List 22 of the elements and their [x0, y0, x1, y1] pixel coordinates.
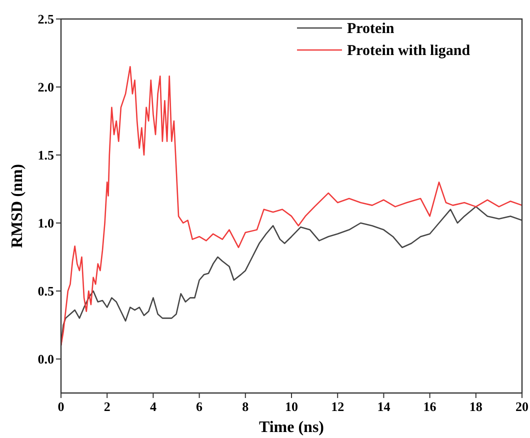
x-tick-label: 4	[150, 399, 157, 414]
x-tick-label: 12	[331, 399, 344, 414]
legend-label: Protein with ligand	[347, 43, 471, 59]
y-tick-label: 0.0	[38, 352, 54, 366]
x-axis-title: Time (ns)	[258, 419, 324, 436]
x-tick-label: 8	[242, 399, 250, 414]
y-tick-label: 2.5	[38, 12, 54, 26]
x-tick-label: 10	[285, 399, 298, 414]
x-tick-label: 20	[516, 399, 528, 414]
x-tick-label: 16	[423, 399, 437, 414]
legend-label: Protein	[347, 21, 395, 37]
x-tick-label: 0	[58, 399, 64, 414]
x-tick-label: 14	[377, 399, 391, 414]
y-tick-label: 0.5	[38, 284, 54, 298]
x-tick-label: 2	[104, 399, 110, 414]
y-axis-title: RMSD (nm)	[9, 164, 26, 248]
x-tick-label: 18	[469, 399, 483, 414]
y-tick-label: 1.0	[38, 216, 54, 230]
x-tick-label: 6	[196, 399, 204, 414]
line-series	[61, 66, 522, 346]
y-tick-label: 2.0	[38, 80, 54, 94]
y-tick-label: 1.5	[38, 148, 54, 162]
